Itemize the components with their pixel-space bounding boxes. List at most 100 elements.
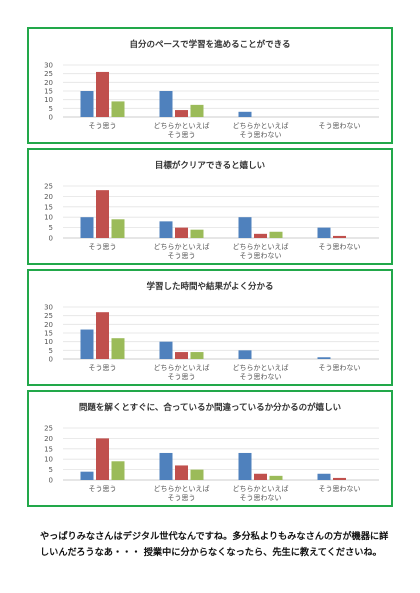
bar xyxy=(190,104,204,117)
bar xyxy=(317,227,331,238)
y-tick-label: 20 xyxy=(44,435,53,443)
chart-4: 問題を解くとすぐに、合っているか間違っているか分かるのが嬉しい 0 5 10 15 20 2… xyxy=(44,402,379,502)
bar xyxy=(96,71,109,117)
bar xyxy=(238,111,252,117)
chart-panel-3: 学習した時間や結果がよく分かる 0 5 10 15 20 25 30 そう思う どちらかといえばそ… xyxy=(27,269,393,386)
y-tick-label: 0 xyxy=(49,356,53,364)
bar xyxy=(238,217,252,238)
y-tick-label: 5 xyxy=(49,466,53,474)
bar xyxy=(96,438,109,480)
x-tick-label: そう思わない xyxy=(319,243,361,251)
y-tick-label: 0 xyxy=(49,477,53,485)
x-tick-label: そう思う xyxy=(89,364,117,372)
x-tick-label: そう思う xyxy=(89,122,117,130)
y-tick-label: 10 xyxy=(44,456,53,464)
bar xyxy=(190,469,204,480)
bar xyxy=(317,357,331,359)
bar xyxy=(175,227,188,238)
y-tick-label: 30 xyxy=(44,62,53,70)
bar xyxy=(96,190,109,238)
x-tick-label: どちらかといえば xyxy=(233,484,289,493)
bar xyxy=(96,312,109,359)
x-tick-label: どちらかといえば xyxy=(233,121,289,130)
bar xyxy=(111,338,125,359)
bar xyxy=(80,329,94,359)
chart-panel-1: 自分のペースで学習を進めることができる 0 5 10 15 20 25 30 そう思う どちらかと… xyxy=(27,27,393,144)
y-tick-label: 10 xyxy=(44,214,53,222)
x-tick-label: そう思う xyxy=(168,252,196,260)
chart-panel-4: 問題を解くとすぐに、合っているか間違っているか分かるのが嬉しい 0 5 10 15 20 2… xyxy=(27,390,393,507)
x-tick-label: そう思わない xyxy=(319,364,361,372)
y-tick-label: 25 xyxy=(44,312,53,320)
bar xyxy=(269,231,283,238)
y-tick-label: 25 xyxy=(44,425,53,433)
bar xyxy=(159,341,173,359)
x-tick-label: そう思う xyxy=(89,243,117,251)
y-tick-label: 20 xyxy=(44,321,53,329)
bar xyxy=(111,101,125,117)
bar xyxy=(80,471,94,480)
x-tick-label: そう思わない xyxy=(319,122,361,130)
x-tick-label: そう思わない xyxy=(240,494,282,502)
x-tick-label: そう思わない xyxy=(240,252,282,260)
y-tick-label: 15 xyxy=(44,203,53,211)
bar xyxy=(190,229,204,238)
bar xyxy=(269,475,283,480)
bar xyxy=(80,91,94,117)
y-tick-label: 30 xyxy=(44,304,53,312)
y-tick-label: 15 xyxy=(44,330,53,338)
y-tick-label: 20 xyxy=(44,193,53,201)
bar xyxy=(111,461,125,480)
bar xyxy=(175,110,188,117)
x-tick-label: そう思わない xyxy=(240,373,282,381)
chart-title: 問題を解くとすぐに、合っているか間違っているか分かるのが嬉しい xyxy=(79,402,341,413)
chart-title: 目標がクリアできると嬉しい xyxy=(155,160,265,171)
chart-panel-2: 目標がクリアできると嬉しい 0 5 10 15 20 25 そう思う どちらかといえば そう思うど… xyxy=(27,148,393,265)
y-tick-label: 25 xyxy=(44,70,53,78)
bar xyxy=(238,452,252,480)
bar xyxy=(159,221,173,238)
y-tick-label: 10 xyxy=(44,338,53,346)
x-tick-label: そう思う xyxy=(168,131,196,139)
bar xyxy=(254,473,267,480)
x-tick-label: どちらかといえば xyxy=(154,363,210,372)
bar xyxy=(333,235,346,238)
y-tick-label: 0 xyxy=(49,235,53,243)
x-tick-label: どちらかといえば xyxy=(233,363,289,372)
y-tick-label: 15 xyxy=(44,88,53,96)
bar xyxy=(111,219,125,238)
y-tick-label: 10 xyxy=(44,96,53,104)
y-tick-label: 5 xyxy=(49,224,53,232)
bar xyxy=(159,452,173,480)
y-tick-label: 25 xyxy=(44,183,53,191)
chart-title: 学習した時間や結果がよく分かる xyxy=(146,281,273,292)
x-tick-label: どちらかといえば xyxy=(233,242,289,251)
bar xyxy=(317,473,331,480)
x-tick-label: どちらかといえば xyxy=(154,484,210,493)
y-tick-label: 15 xyxy=(44,445,53,453)
x-tick-label: そう思わない xyxy=(240,131,282,139)
y-tick-label: 5 xyxy=(49,105,53,113)
x-tick-label: そう思う xyxy=(168,373,196,381)
y-tick-label: 5 xyxy=(49,347,53,355)
x-tick-label: どちらかといえば xyxy=(154,242,210,251)
bar xyxy=(333,477,346,480)
bar xyxy=(238,350,252,359)
bar xyxy=(80,217,94,238)
bar xyxy=(175,352,188,359)
x-tick-label: そう思う xyxy=(168,494,196,502)
x-tick-label: そう思わない xyxy=(319,485,361,493)
x-tick-label: そう思う xyxy=(89,485,117,493)
x-tick-label: どちらかといえば xyxy=(154,121,210,130)
comment-text: やっぱりみなさんはデジタル世代なんですね。多分私よりもみなさんの方が機器に詳しい… xyxy=(40,531,389,558)
bar xyxy=(190,352,204,359)
bar xyxy=(175,465,188,480)
chart-title: 自分のペースで学習を進めることができる xyxy=(130,39,291,50)
bar xyxy=(159,91,173,117)
y-tick-label: 0 xyxy=(49,114,53,122)
bar xyxy=(254,233,267,238)
y-tick-label: 20 xyxy=(44,79,53,87)
